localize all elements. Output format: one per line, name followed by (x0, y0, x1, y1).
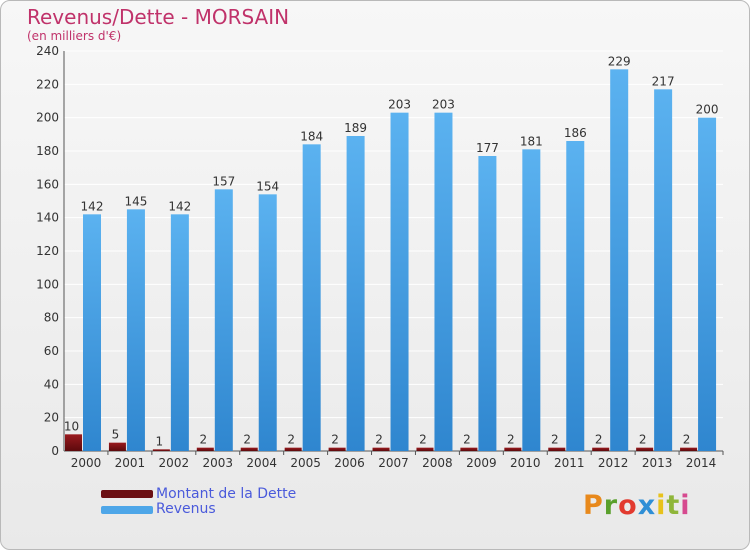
debt-value-label: 2 (199, 433, 207, 447)
debt-value-label: 2 (595, 433, 603, 447)
y-tick-label: 240 (36, 44, 59, 58)
x-tick-label: 2014 (686, 456, 717, 470)
revenue-bar (390, 112, 409, 452)
debt-bar (108, 442, 126, 451)
y-tick-label: 220 (36, 77, 59, 91)
x-tick-label: 2004 (246, 456, 277, 470)
revenue-bar (126, 209, 145, 451)
debt-value-label: 2 (507, 433, 515, 447)
legend-label-revenue: Revenus (156, 501, 216, 517)
debt-value-label: 10 (64, 419, 79, 433)
revenue-value-label: 145 (124, 194, 147, 208)
debt-value-label: 2 (639, 433, 647, 447)
x-tick-label: 2010 (510, 456, 541, 470)
revenue-value-label: 177 (476, 141, 499, 155)
revenue-bar (698, 117, 717, 452)
revenue-bar (214, 189, 233, 452)
debt-value-label: 1 (156, 434, 164, 448)
debt-value-label: 5 (112, 428, 120, 442)
debt-bar (460, 447, 478, 451)
legend-label-debt: Montant de la Dette (156, 486, 297, 502)
debt-value-label: 2 (287, 433, 295, 447)
revenue-bar (654, 89, 673, 451)
debt-value-label: 2 (243, 433, 251, 447)
debt-bar (284, 447, 302, 451)
revenue-bar (522, 149, 541, 452)
debt-bar (504, 447, 522, 451)
x-tick-label: 2001 (115, 456, 146, 470)
debt-bar (592, 447, 610, 451)
y-tick-label: 20 (44, 411, 59, 425)
revenue-bar (302, 144, 321, 452)
debt-value-label: 2 (683, 433, 691, 447)
revenue-value-label: 186 (564, 126, 587, 140)
debt-bar (240, 447, 258, 451)
y-tick-label: 0 (51, 444, 59, 458)
y-tick-label: 100 (36, 277, 59, 291)
revenue-value-label: 217 (652, 74, 675, 88)
debt-bar (65, 434, 82, 451)
x-tick-label: 2005 (290, 456, 321, 470)
debt-bar (196, 447, 214, 451)
debt-bar (548, 447, 566, 451)
debt-bar (680, 447, 698, 451)
revenue-value-label: 154 (256, 179, 279, 193)
revenue-value-label: 203 (388, 98, 411, 112)
revenue-bar (346, 136, 365, 451)
debt-bar (152, 449, 170, 451)
revenue-bar (434, 112, 453, 452)
y-tick-label: 140 (36, 211, 59, 225)
debt-value-label: 2 (551, 433, 559, 447)
x-tick-label: 2000 (71, 456, 102, 470)
revenue-bar (566, 141, 585, 451)
proxiti-logo: Proxiti (583, 490, 691, 521)
legend-swatch-debt (101, 490, 153, 498)
revenue-value-label: 181 (520, 134, 543, 148)
revenue-bar (478, 156, 497, 451)
debt-value-label: 2 (463, 433, 471, 447)
debt-bar (328, 447, 346, 451)
revenue-value-label: 142 (81, 199, 104, 213)
y-tick-label: 40 (44, 377, 59, 391)
revenue-value-label: 229 (608, 54, 631, 68)
debt-value-label: 2 (419, 433, 427, 447)
x-tick-label: 2012 (598, 456, 629, 470)
debt-bar (636, 447, 654, 451)
debt-bar (372, 447, 390, 451)
debt-value-label: 2 (331, 433, 339, 447)
x-tick-label: 2002 (159, 456, 190, 470)
revenue-bar (170, 214, 189, 451)
chart-title: Revenus/Dette - MORSAIN (27, 5, 290, 29)
x-tick-label: 2003 (202, 456, 233, 470)
y-tick-label: 80 (44, 311, 59, 325)
revenue-bar (610, 69, 629, 451)
x-tick-label: 2007 (378, 456, 409, 470)
y-tick-label: 60 (44, 344, 59, 358)
revenue-value-label: 157 (212, 174, 235, 188)
revenue-value-label: 189 (344, 121, 367, 135)
x-tick-label: 2008 (422, 456, 453, 470)
x-tick-label: 2009 (466, 456, 497, 470)
revenue-value-label: 184 (300, 129, 323, 143)
revenue-bar (83, 214, 101, 451)
y-tick-label: 200 (36, 111, 59, 125)
y-tick-label: 120 (36, 244, 59, 258)
x-tick-label: 2006 (334, 456, 365, 470)
x-tick-label: 2013 (642, 456, 673, 470)
revenue-bar (258, 194, 277, 452)
y-tick-label: 180 (36, 144, 59, 158)
revenue-value-label: 203 (432, 98, 455, 112)
debt-bar (416, 447, 434, 451)
revenue-value-label: 200 (696, 103, 719, 117)
revenue-value-label: 142 (168, 199, 191, 213)
y-tick-label: 160 (36, 177, 59, 191)
debt-value-label: 2 (375, 433, 383, 447)
x-tick-label: 2011 (554, 456, 585, 470)
chart-subtitle: (en milliers d'€) (27, 29, 122, 43)
legend-swatch-revenue (101, 506, 153, 514)
